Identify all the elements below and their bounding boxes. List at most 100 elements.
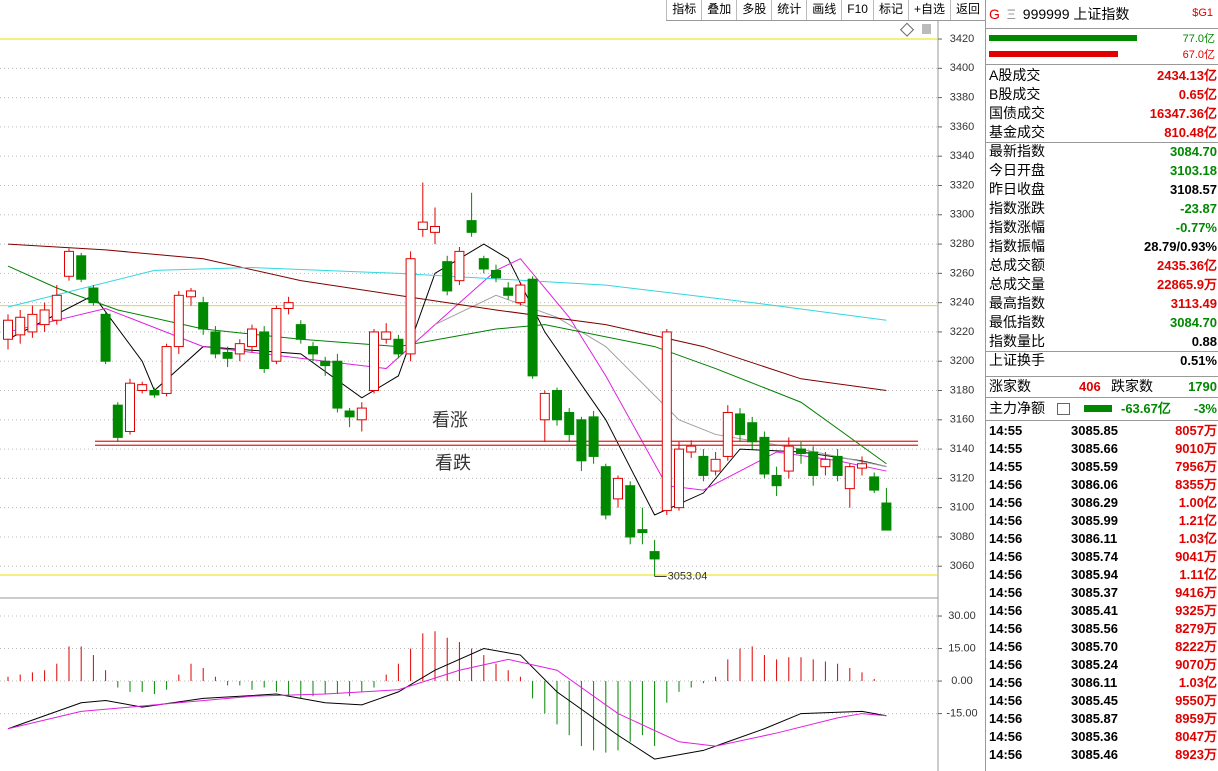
candle-body <box>491 269 501 279</box>
toolbar-button[interactable]: +自选 <box>907 0 950 20</box>
toolbar-button[interactable]: F10 <box>841 0 873 20</box>
tick-time: 14:56 <box>989 675 1023 690</box>
candle-body <box>637 529 648 534</box>
y-tick-label: 3420 <box>950 33 974 45</box>
tick-row: 14:56 3085.41 9325万 <box>989 602 1217 620</box>
toolbar-button[interactable]: 指标 <box>666 0 702 20</box>
header: G Ξ 999999 上证指数 <box>989 4 1129 24</box>
separator <box>986 397 1218 398</box>
candle-body <box>125 382 135 433</box>
tick-time: 14:56 <box>989 495 1023 510</box>
tick-price: 3085.99 <box>1071 513 1118 528</box>
bar-label: 77.0亿 <box>1182 33 1215 45</box>
tick-time: 14:56 <box>989 603 1023 618</box>
candle-body <box>783 445 794 472</box>
tick-volume: 7956万 <box>1175 459 1217 474</box>
candle-body <box>88 287 99 304</box>
candle-body <box>674 448 684 509</box>
candle-body <box>442 261 453 292</box>
tick-row: 14:56 3086.29 1.00亿 <box>989 494 1217 512</box>
toolbar-button[interactable]: 多股 <box>736 0 772 20</box>
icon[interactable] <box>1057 403 1070 415</box>
stat-label: 指数涨跌 <box>989 200 1045 216</box>
stat-row: 国债成交 16347.36亿 <box>989 104 1217 123</box>
code: 999999 <box>1022 6 1070 22</box>
tick-volume: 9325万 <box>1175 603 1217 618</box>
volume-bar <box>989 35 1137 41</box>
volume-bar <box>989 51 1118 57</box>
candle-body <box>588 416 599 457</box>
candle-body <box>344 410 355 418</box>
tick-price: 3085.94 <box>1071 567 1118 582</box>
stat-row: 今日开盘 3103.18 <box>989 161 1217 180</box>
toolbar-button[interactable]: 叠加 <box>701 0 737 20</box>
candle-body <box>430 225 440 233</box>
candle-body <box>844 466 855 490</box>
tick-time: 14:56 <box>989 621 1023 636</box>
candle-body <box>698 455 709 476</box>
tick-price: 3085.56 <box>1071 621 1118 636</box>
candle-body <box>234 343 245 355</box>
candle-body <box>735 413 745 435</box>
y-tick-label: 3380 <box>950 92 974 104</box>
stat-label: A股成交 <box>989 67 1041 83</box>
candle-body <box>320 360 331 367</box>
tick-price: 3086.11 <box>1071 531 1118 546</box>
menu-icon[interactable]: Ξ <box>1006 6 1016 22</box>
tick-price: 3085.66 <box>1071 441 1118 456</box>
stat-label: 上证换手 <box>989 352 1045 368</box>
stat-label: 总成交量 <box>989 276 1045 292</box>
tick-volume: 9070万 <box>1175 657 1217 672</box>
stat-value: 0.88 <box>1191 334 1217 349</box>
stat-value: 22865.9万 <box>1157 277 1217 292</box>
candle-body <box>137 384 148 392</box>
candle-body <box>64 250 74 277</box>
tick-volume: 8222万 <box>1175 639 1217 654</box>
tick-time: 14:56 <box>989 747 1023 762</box>
tick-time: 14:56 <box>989 477 1023 492</box>
y-tick-label: 3300 <box>950 209 974 221</box>
stat-label: 最低指数 <box>989 314 1045 330</box>
tick-price: 3086.06 <box>1071 477 1118 492</box>
candle-body <box>808 451 819 476</box>
tick-volume: 8959万 <box>1175 711 1217 726</box>
stat-row: 最高指数 3113.49 <box>989 294 1217 313</box>
stat-value: 16347.36亿 <box>1149 106 1217 121</box>
toolbar-button[interactable]: 画线 <box>806 0 842 20</box>
candle-body <box>173 294 184 348</box>
candle-body <box>747 422 758 443</box>
tick-price: 3086.11 <box>1071 675 1118 690</box>
stat-row: 总成交量 22865.9万 <box>989 275 1217 294</box>
marker-icon <box>899 22 915 37</box>
main-force-row: 主力净额 -63.67亿 -3% <box>989 399 1217 418</box>
candle-body <box>259 331 270 370</box>
candle-body <box>3 319 13 340</box>
candle-body <box>417 221 428 230</box>
candle-body <box>210 331 221 355</box>
candle-body <box>149 390 160 396</box>
toolbar-button[interactable]: 返回 <box>949 0 985 20</box>
candle-body <box>27 313 38 333</box>
candle-body <box>710 458 721 472</box>
moving-average <box>7 266 887 321</box>
tick-volume: 1.03亿 <box>1178 675 1217 690</box>
tick-time: 14:56 <box>989 567 1023 582</box>
toolbar-button[interactable]: 标记 <box>872 0 908 20</box>
tick-price: 3085.45 <box>1071 693 1118 708</box>
stat-row: 指数量比 0.88 <box>989 332 1217 351</box>
stat-value: 0.65亿 <box>1178 87 1217 102</box>
toolbar-button[interactable]: 统计 <box>771 0 807 20</box>
stat-label: 总成交额 <box>989 257 1045 273</box>
tick-volume: 9041万 <box>1175 549 1217 564</box>
stat-row: 最低指数 3084.70 <box>989 313 1217 332</box>
y-tick-label: -15.00 <box>946 707 977 719</box>
tick-volume: 8355万 <box>1175 477 1217 492</box>
candle-body <box>625 485 636 538</box>
stat-value: 3103.18 <box>1170 163 1217 178</box>
tick-time: 14:56 <box>989 639 1023 654</box>
y-tick-label: 0.00 <box>951 675 972 687</box>
tick-price: 3086.29 <box>1071 495 1118 510</box>
y-tick-label: 3080 <box>950 531 974 543</box>
candle-body <box>564 411 575 435</box>
